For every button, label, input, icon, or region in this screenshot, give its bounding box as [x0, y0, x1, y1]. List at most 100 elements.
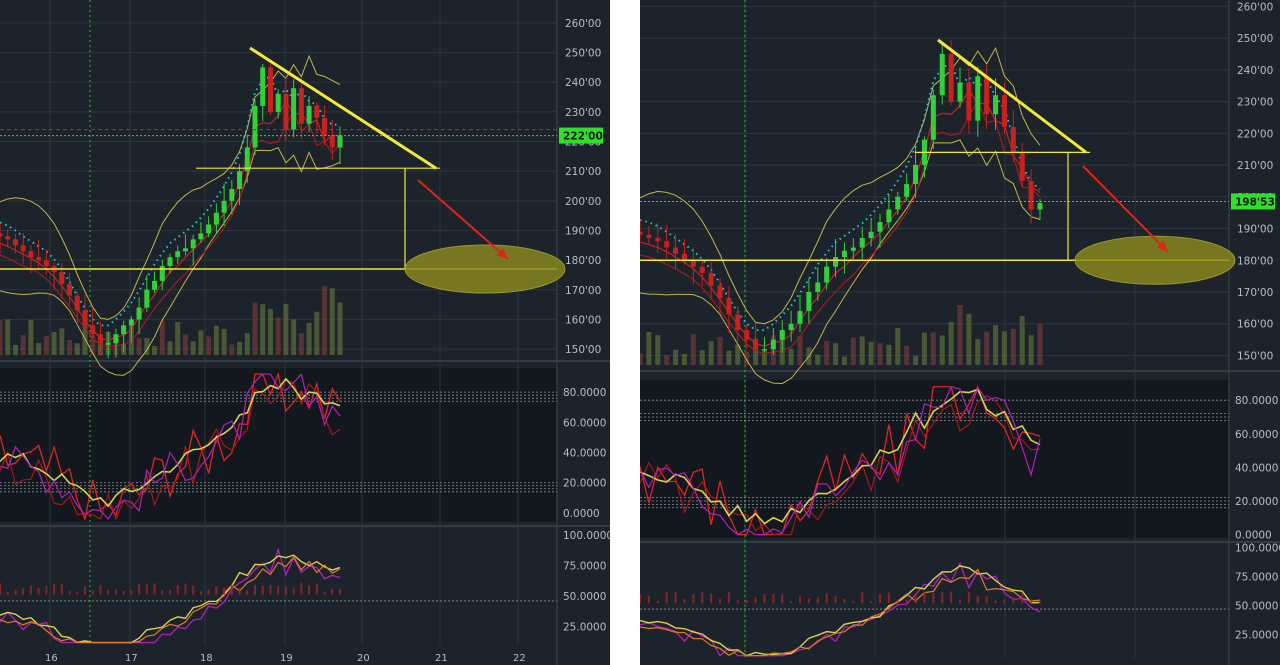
candle-body — [966, 82, 972, 121]
candle-body — [859, 238, 865, 248]
time-tick-label: 16 — [45, 653, 58, 664]
candle-body — [167, 257, 173, 267]
candle-body — [275, 94, 281, 112]
candle-body — [886, 209, 892, 223]
volume-bar — [152, 346, 158, 355]
volume-bar — [761, 351, 767, 365]
histogram-bar — [122, 590, 125, 595]
volume-bar — [90, 335, 96, 355]
volume-bar — [237, 341, 243, 355]
volume-bar — [291, 319, 297, 355]
volume-bar — [322, 286, 328, 355]
candle-body — [815, 282, 821, 292]
candle-body — [753, 339, 759, 350]
oscillator-tick-label: 50.0000 — [563, 591, 606, 603]
candle-body — [735, 314, 741, 331]
candle-body — [291, 88, 297, 130]
price-tick-label: 250'00 — [1237, 33, 1273, 45]
histogram-bar — [1012, 597, 1015, 604]
volume-bar — [699, 350, 705, 365]
candle-body — [105, 343, 111, 345]
histogram-bar — [985, 596, 988, 604]
histogram-bar — [816, 597, 819, 604]
volume-bar — [815, 354, 821, 365]
candle-body — [993, 95, 999, 115]
histogram-bar — [834, 595, 837, 604]
volume-bar — [12, 344, 18, 355]
candle-body — [640, 231, 643, 235]
volume-bar — [913, 355, 919, 365]
oscillator-tick-label: 100.0000 — [563, 530, 610, 542]
histogram-bar — [76, 591, 79, 595]
moving-average-line — [0, 109, 341, 348]
histogram-bar — [277, 585, 280, 595]
oscillator-tick-label: 20.0000 — [1235, 496, 1278, 508]
candle-body — [221, 200, 227, 213]
volume-bar — [904, 345, 910, 365]
time-tick-label: 21 — [435, 653, 448, 664]
histogram-bar — [665, 591, 668, 604]
histogram-bar — [138, 584, 141, 595]
candle-body — [957, 82, 963, 102]
histogram-bar — [1039, 600, 1041, 604]
candle-body — [337, 135, 343, 148]
candle-body — [726, 298, 732, 315]
candle-body — [1010, 126, 1016, 153]
candle-body — [833, 257, 839, 267]
price-tick-label: 240'00 — [565, 77, 601, 89]
candle-body — [121, 325, 127, 335]
histogram-bar — [315, 583, 318, 595]
candle-body — [895, 196, 901, 210]
stochastic-line — [0, 379, 341, 521]
candle-body — [213, 212, 219, 225]
volume-bar — [314, 311, 320, 355]
volume-bar — [175, 321, 181, 355]
volume-bar — [921, 332, 927, 365]
histogram-bar — [91, 590, 94, 595]
oscillator-tick-label: 80.0000 — [1235, 395, 1278, 407]
histogram-bar — [230, 585, 233, 595]
volume-bar — [182, 334, 188, 355]
volume-bar — [735, 344, 741, 365]
price-tick-label: 190'00 — [565, 225, 601, 237]
histogram-bar — [0, 583, 1, 595]
candle-body — [28, 251, 34, 258]
candle-body — [152, 280, 158, 290]
volume-bar — [984, 331, 990, 365]
last-price-tag — [1231, 193, 1275, 210]
histogram-bar — [719, 598, 721, 604]
candle-body — [283, 94, 289, 130]
volume-bar — [267, 308, 273, 355]
candle-body — [0, 233, 3, 237]
volume-bar — [167, 341, 173, 355]
candle-body — [190, 239, 196, 249]
candle-body — [5, 236, 11, 240]
volume-bar — [198, 330, 204, 355]
histogram-bar — [923, 591, 926, 604]
time-tick-label: 18 — [200, 653, 213, 664]
candle-body — [159, 266, 165, 281]
volume-bar — [213, 325, 219, 355]
rsi-signal-line — [640, 568, 1041, 657]
target-zone — [404, 244, 566, 294]
candle-body — [306, 105, 312, 124]
candle-body — [67, 283, 73, 296]
candle-body — [12, 239, 18, 246]
volume-bar — [329, 288, 335, 355]
histogram-bar — [914, 594, 917, 604]
price-tick-label: 230'00 — [565, 107, 601, 119]
histogram-bar — [887, 592, 890, 604]
price-tick-label: 160'00 — [1237, 319, 1273, 331]
candle-body — [43, 260, 49, 267]
candle-body — [206, 224, 212, 234]
histogram-bar — [145, 583, 148, 595]
candle-body — [717, 285, 723, 299]
oscillator-tick-label: 0.0000 — [1235, 530, 1272, 542]
volume-bar — [337, 302, 343, 355]
stochastic-signal-line — [640, 388, 1041, 525]
candle-body — [82, 310, 88, 326]
oscillator-tick-label: 75.0000 — [1235, 571, 1278, 583]
moving-average-line — [640, 88, 1041, 347]
bollinger-lower-band — [0, 147, 341, 376]
rsi-line — [640, 386, 1041, 536]
